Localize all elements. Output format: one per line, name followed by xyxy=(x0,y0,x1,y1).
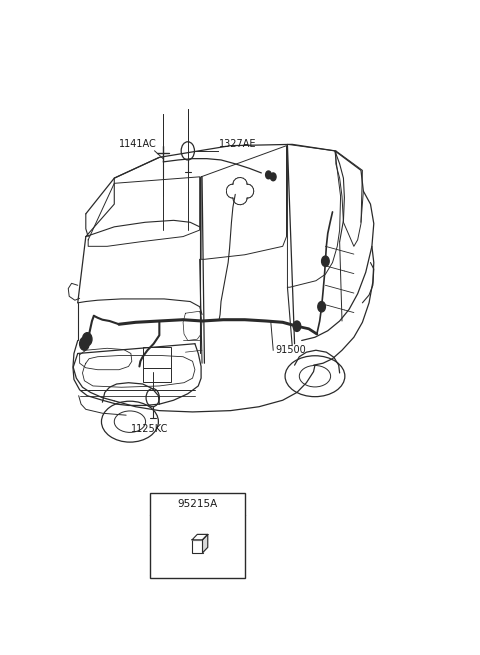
Bar xyxy=(150,493,245,578)
Text: 1327AE: 1327AE xyxy=(219,140,256,149)
Bar xyxy=(143,367,171,382)
Circle shape xyxy=(322,256,329,267)
Text: 91500: 91500 xyxy=(276,345,306,355)
Polygon shape xyxy=(203,534,208,553)
Circle shape xyxy=(318,301,325,312)
Circle shape xyxy=(80,337,89,350)
Bar xyxy=(143,347,171,367)
Circle shape xyxy=(293,321,301,331)
Text: 95215A: 95215A xyxy=(177,499,217,509)
Circle shape xyxy=(270,173,276,181)
Polygon shape xyxy=(192,534,208,540)
Bar xyxy=(192,540,203,553)
Circle shape xyxy=(265,171,271,179)
Text: 1125KC: 1125KC xyxy=(131,424,168,434)
Text: 1141AC: 1141AC xyxy=(119,140,157,149)
Circle shape xyxy=(83,333,92,346)
